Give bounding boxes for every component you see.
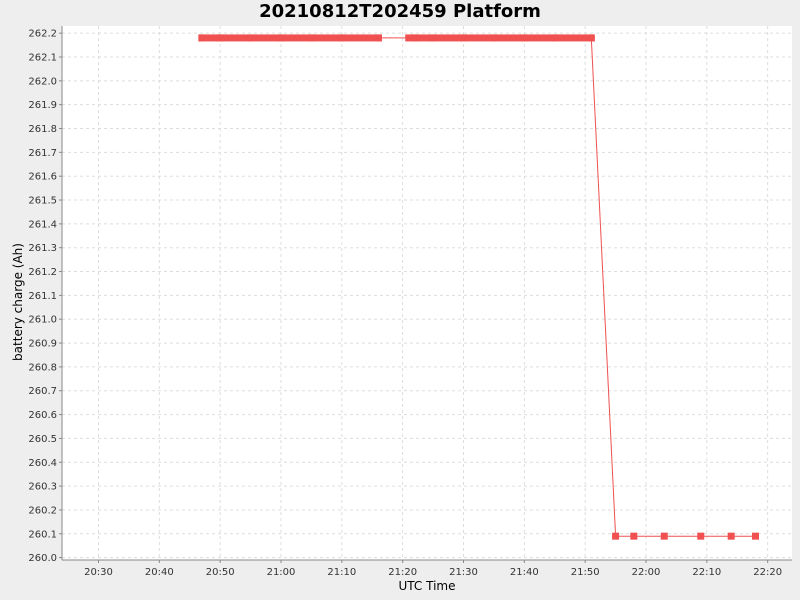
y-tick-label: 260.2 — [28, 505, 57, 516]
y-tick-label: 261.7 — [28, 148, 57, 159]
y-tick-label: 260.4 — [28, 458, 57, 469]
data-point — [460, 34, 467, 42]
x-tick-label: 21:10 — [327, 567, 356, 578]
chart-title: 20210812T202459 Platform — [259, 1, 541, 22]
y-tick-label: 262.2 — [28, 29, 57, 40]
grid-layer — [62, 26, 792, 560]
x-tick-label: 21:30 — [449, 567, 478, 578]
y-axis-label: battery charge (Ah) — [11, 243, 25, 361]
data-point — [520, 34, 528, 42]
x-tick-label: 21:50 — [571, 567, 600, 578]
y-tick-label: 261.1 — [28, 291, 57, 302]
y-tick-label: 261.3 — [28, 243, 57, 254]
y-tick-label: 260.7 — [28, 386, 57, 397]
tick-layer: 260.0 260.1 260.2 260.3 260.4 260.5 260.6 260.7… — [28, 29, 782, 578]
data-point — [660, 532, 668, 540]
data-point — [247, 34, 255, 42]
x-tick-label: 20:30 — [84, 567, 113, 578]
y-tick-label: 260.3 — [28, 482, 57, 493]
x-tick-label: 20:40 — [145, 567, 174, 578]
y-tick-label: 260.1 — [28, 529, 57, 540]
data-point — [307, 34, 315, 42]
x-axis-label: UTC Time — [399, 579, 456, 593]
data-point — [338, 34, 346, 42]
data-point — [277, 34, 285, 42]
data-point — [411, 34, 419, 42]
data-point — [216, 34, 224, 42]
x-tick-label: 22:20 — [753, 567, 782, 578]
y-tick-label: 260.6 — [28, 410, 57, 421]
data-point — [697, 532, 705, 540]
data-point — [630, 532, 638, 540]
axis-layer — [61, 26, 792, 561]
y-tick-label: 261.0 — [28, 315, 57, 326]
data-point — [551, 34, 559, 42]
y-tick-label: 262.1 — [28, 52, 57, 63]
y-tick-label: 261.4 — [28, 219, 57, 230]
y-tick-label: 261.2 — [28, 267, 57, 278]
plot-area — [62, 26, 792, 560]
x-tick-label: 21:20 — [388, 567, 417, 578]
x-tick-label: 21:00 — [267, 567, 296, 578]
data-point — [429, 34, 437, 42]
data-point — [405, 34, 413, 42]
x-tick-label: 20:50 — [206, 567, 235, 578]
y-tick-label: 262.0 — [28, 76, 57, 87]
data-point — [752, 532, 759, 540]
data-point — [198, 34, 206, 42]
y-tick-label: 261.5 — [28, 196, 57, 207]
y-tick-label: 261.6 — [28, 172, 57, 183]
y-tick-label: 260.0 — [28, 553, 57, 564]
data-point — [612, 532, 620, 540]
y-tick-label: 260.8 — [28, 362, 57, 373]
data-point — [587, 34, 595, 42]
y-tick-label: 261.9 — [28, 100, 57, 111]
x-tick-label: 21:40 — [510, 567, 539, 578]
y-tick-label: 260.5 — [28, 434, 57, 445]
data-point — [374, 34, 382, 42]
series-layer — [198, 34, 759, 540]
x-tick-label: 22:10 — [692, 567, 721, 578]
y-tick-label: 261.8 — [28, 124, 57, 135]
x-tick-label: 22:00 — [632, 567, 661, 578]
data-point — [727, 532, 735, 540]
data-point — [490, 34, 498, 42]
y-tick-label: 260.9 — [28, 339, 57, 350]
